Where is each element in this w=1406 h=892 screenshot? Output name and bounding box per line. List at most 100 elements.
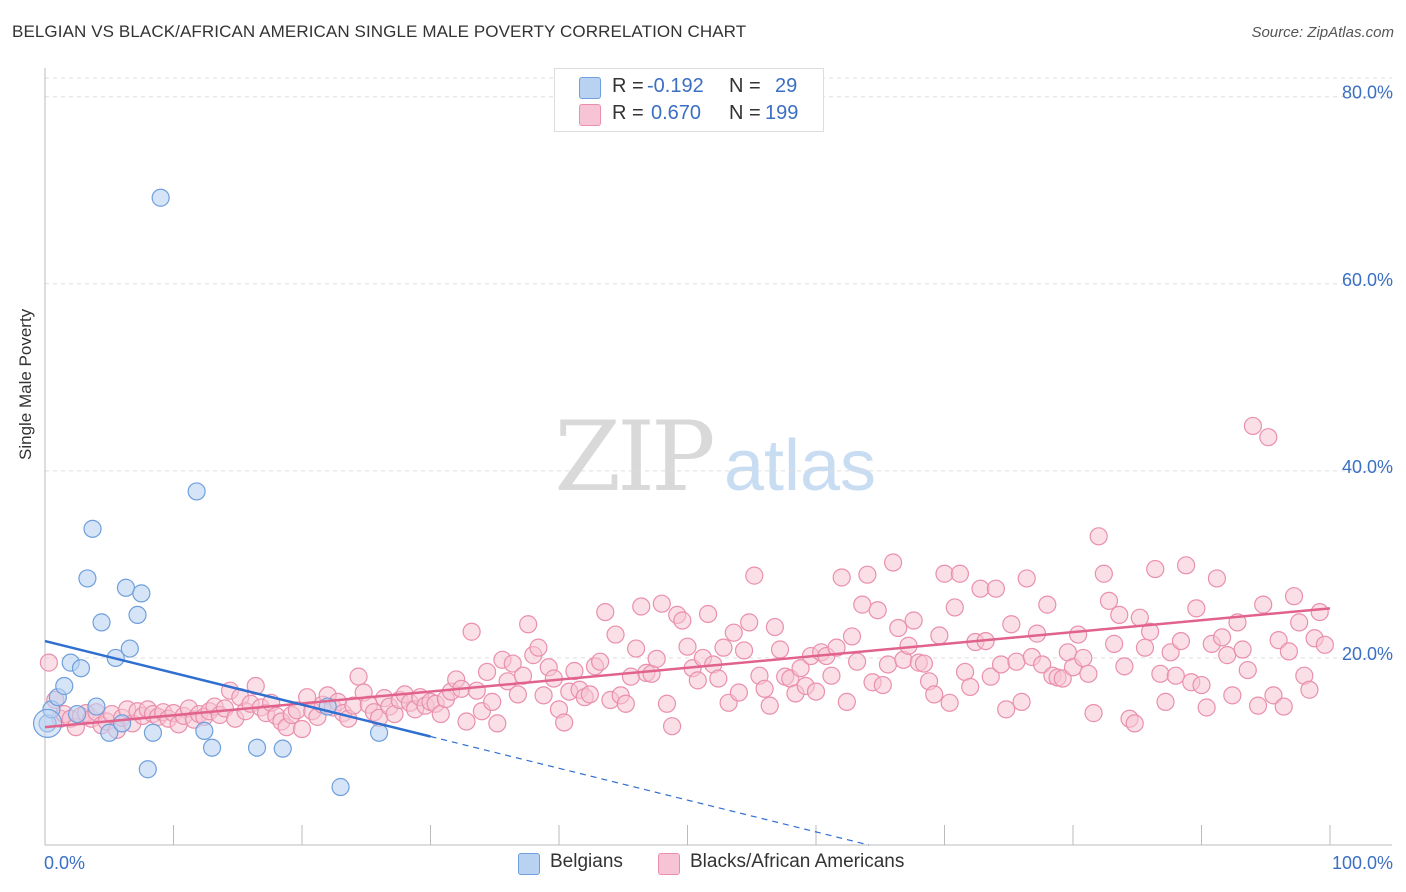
blacks-point [1197, 698, 1216, 717]
legend-r-value: -0.192 [647, 75, 704, 97]
blacks-point [1099, 591, 1119, 610]
blacks-point [858, 565, 877, 584]
belgians-point [71, 659, 91, 678]
belgians-trend-line [44, 639, 431, 738]
blacks-point [1089, 527, 1108, 546]
belgians-point [138, 760, 157, 779]
blacks-point [1192, 675, 1211, 695]
blacks-point [1105, 634, 1124, 653]
blacks-point [1207, 569, 1227, 588]
watermark-atlas: atlas [724, 426, 876, 506]
blacks-point [477, 662, 497, 682]
source-label: Source: ZipAtlas.com [1251, 24, 1394, 41]
blacks-point [1115, 657, 1134, 676]
blacks-point [997, 700, 1016, 719]
blacks-point [1279, 642, 1298, 661]
blacks-point [591, 652, 610, 671]
blacks-point [873, 675, 892, 695]
blacks-point [1243, 416, 1263, 436]
belgians-point [68, 704, 87, 724]
blacks-point [647, 649, 666, 668]
blacks-point [1290, 613, 1309, 632]
blacks-point [1053, 669, 1072, 688]
blacks-point [488, 714, 507, 733]
blacks-point [1176, 556, 1196, 575]
blacks-point [904, 611, 923, 630]
blacks-point [930, 626, 949, 645]
blacks-point [1274, 697, 1293, 716]
blacks-swatch [658, 853, 680, 875]
legend-r-label: R = [612, 75, 644, 97]
blacks-point [652, 594, 671, 613]
blacks-point [848, 652, 867, 671]
blacks-point [1151, 664, 1170, 683]
bottom-legend-blacks-label: Blacks/African Americans [690, 851, 905, 872]
blacks-point [1254, 595, 1273, 614]
x-tick-label: 100.0% [1332, 853, 1393, 873]
blacks-point [1017, 569, 1036, 588]
x-tick-label: 0.0% [44, 853, 85, 873]
blacks-point [945, 598, 964, 617]
blacks-point [981, 667, 1000, 686]
watermark-zip: ZIP [554, 401, 713, 513]
blacks-point [1002, 615, 1021, 634]
legend-n-value: 199 [765, 102, 799, 124]
blacks-point [714, 638, 733, 657]
blacks-point [1140, 622, 1160, 641]
blacks-point [889, 618, 908, 638]
blacks-point [1110, 605, 1129, 625]
belgians-point [116, 578, 136, 597]
blacks-point [529, 638, 548, 657]
blacks-point [555, 713, 574, 732]
belgians-point [55, 676, 74, 696]
blacks-point [678, 637, 697, 656]
belgians-point [187, 482, 206, 501]
blacks-point [1038, 595, 1057, 614]
blacks-point [868, 601, 887, 620]
y-tick-label: 60.0% [1342, 270, 1393, 290]
correlation-legend: R = -0.192 N = 29 R = 0.670 N = 199 [554, 68, 824, 132]
bottom-legend-belgians-label: Belgians [550, 851, 623, 872]
blacks-point [519, 615, 538, 634]
blacks-point [508, 685, 527, 704]
blacks-point [1012, 692, 1031, 711]
blacks-point [503, 654, 522, 673]
belgians-point [331, 777, 350, 797]
blacks-point [734, 641, 754, 660]
blacks-point [1300, 680, 1319, 699]
blacks-point [842, 627, 862, 646]
blacks-point [991, 655, 1011, 674]
legend-r-value: 0.670 [651, 102, 702, 124]
belgians-trend-extension [430, 735, 870, 846]
belgians-point [83, 519, 102, 538]
blacks-point [1233, 640, 1252, 659]
blacks-point [914, 654, 934, 673]
belgians-swatch [579, 77, 601, 99]
blacks-point [1084, 704, 1103, 723]
belgians-point [112, 714, 132, 733]
blacks-point [935, 564, 954, 583]
blacks-point [1218, 646, 1237, 665]
blacks-point [827, 638, 846, 657]
blacks-point [971, 579, 990, 598]
blacks-point [1269, 631, 1288, 650]
belgians-point [128, 605, 147, 625]
blacks-point [1074, 648, 1093, 668]
belgians-point [100, 723, 119, 742]
belgians-point [143, 723, 163, 742]
blacks-point [1264, 686, 1283, 705]
y-axis-label: Single Male Poverty [16, 308, 35, 460]
blacks-point [765, 617, 784, 637]
blacks-point [657, 694, 677, 713]
blacks-point [673, 611, 692, 630]
blacks-point [606, 625, 625, 644]
blacks-point [662, 717, 682, 736]
belgians-point [120, 639, 139, 658]
blacks-point [950, 564, 970, 583]
blacks-point [961, 677, 980, 697]
blacks-point [724, 623, 743, 642]
belgians-point [370, 723, 389, 742]
belgians-point [202, 738, 222, 757]
blacks-point [878, 655, 898, 674]
